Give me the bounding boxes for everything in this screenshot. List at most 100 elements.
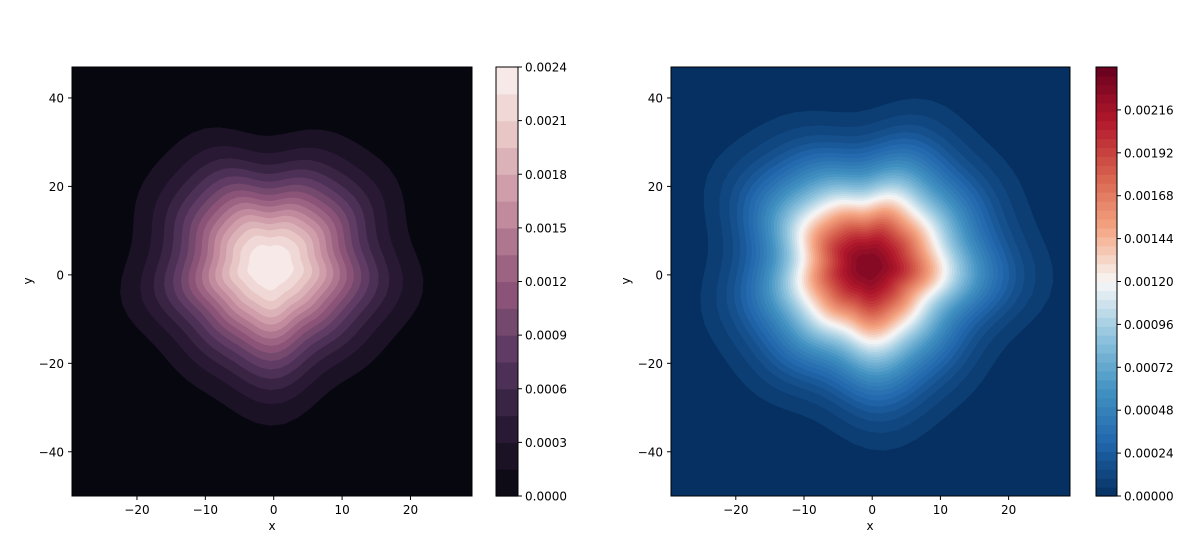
colorbar-tick-label: 0.00120 xyxy=(1124,275,1174,289)
colorbar-band xyxy=(1096,460,1117,470)
colorbar-ticks: 0.00000 0.00024 0.00048 0.00072 0.00096 0.001… xyxy=(1117,103,1174,504)
colorbar-band xyxy=(496,227,518,256)
x-tick-label: 0 xyxy=(868,503,876,517)
colorbar-band xyxy=(1096,361,1117,372)
colorbar-band xyxy=(1096,388,1117,399)
colorbar-band xyxy=(496,415,518,443)
colorbar-tick-label: 0.0000 xyxy=(525,490,567,504)
colorbar-band xyxy=(1096,93,1117,104)
colorbar-band xyxy=(1096,75,1117,86)
plot-frame xyxy=(71,66,473,497)
x-tick-label: 10 xyxy=(933,503,948,517)
colorbar-tick-label: 0.00144 xyxy=(1124,232,1174,246)
colorbar-band xyxy=(1096,120,1117,131)
x-axis-label: x xyxy=(866,519,873,533)
x-tick-label: −10 xyxy=(193,503,218,517)
colorbar-band xyxy=(1096,102,1117,113)
colorbar-band xyxy=(1096,201,1117,211)
colorbar-band xyxy=(1096,245,1117,256)
colorbar-band xyxy=(496,335,518,363)
y-tick-label: 40 xyxy=(648,91,663,105)
colorbar-band xyxy=(496,67,518,95)
colorbar-band xyxy=(1096,281,1117,292)
colorbar-band xyxy=(496,442,518,470)
colorbar-tick-label: 0.0015 xyxy=(525,221,567,235)
plot-area xyxy=(670,66,1071,497)
colorbar-band xyxy=(1096,192,1117,202)
colorbar-band xyxy=(496,93,518,122)
colorbar: 0.0000 0.0003 0.0006 0.0009 0.0012 0.0015 0.00… xyxy=(495,61,567,504)
density-contours xyxy=(700,98,1054,451)
chart-density-purple: −20 −10 0 10 20 −40 −20 0 20 40 x y 0.0000 0.0003… xyxy=(21,61,567,534)
y-tick-label: 0 xyxy=(655,268,663,282)
colorbar-band xyxy=(1096,415,1117,426)
colorbar-band xyxy=(1096,406,1117,417)
y-tick-label: −20 xyxy=(638,357,663,371)
density-contours xyxy=(120,127,424,426)
colorbar-band xyxy=(1096,129,1117,140)
colorbar-band xyxy=(496,361,518,390)
colorbar-band xyxy=(1096,433,1117,443)
colorbar-band xyxy=(1096,317,1117,327)
colorbar-tick-label: 0.00096 xyxy=(1124,318,1174,332)
colorbar-tick-label: 0.00216 xyxy=(1124,103,1174,117)
colorbar-band xyxy=(496,388,518,417)
colorbar-band xyxy=(1096,272,1117,283)
colorbar-band xyxy=(1096,84,1117,95)
colorbar-band xyxy=(1096,299,1117,309)
plot-area xyxy=(71,66,473,497)
contour-level-15 xyxy=(247,244,294,291)
x-tick-label: −20 xyxy=(124,503,149,517)
colorbar-band xyxy=(496,469,518,497)
colorbar-band xyxy=(1096,335,1117,345)
colorbar-band xyxy=(1096,353,1117,363)
plot-frame xyxy=(670,66,1071,497)
colorbar-band xyxy=(1096,370,1117,381)
colorbar-band xyxy=(1096,397,1117,408)
colorbar-band xyxy=(1096,174,1117,184)
x-axis-ticks: −20 −10 0 10 20 xyxy=(124,496,418,517)
y-tick-label: −20 xyxy=(39,357,64,371)
y-axis-ticks: −40 −20 0 20 40 xyxy=(39,91,72,459)
colorbar-band xyxy=(1096,308,1117,318)
colorbar-tick-label: 0.00192 xyxy=(1124,146,1174,160)
colorbar-band xyxy=(496,201,518,229)
colorbar-band xyxy=(496,254,518,283)
y-tick-label: 20 xyxy=(648,180,663,194)
colorbar-band xyxy=(496,281,518,309)
colorbar-band xyxy=(1096,210,1117,220)
colorbar-band xyxy=(1096,344,1117,354)
x-tick-label: 0 xyxy=(270,503,278,517)
colorbar-tick-label: 0.00024 xyxy=(1124,447,1174,461)
colorbar-band xyxy=(1096,165,1117,175)
colorbar-tick-label: 0.0024 xyxy=(525,61,567,75)
colorbar-band xyxy=(496,308,518,336)
x-tick-label: 10 xyxy=(334,503,349,517)
y-axis-label: y xyxy=(619,277,633,284)
colorbar-bands xyxy=(496,67,518,497)
colorbar-band xyxy=(1096,67,1117,77)
colorbar-band xyxy=(496,147,518,175)
colorbar-band xyxy=(496,120,518,149)
x-tick-label: −20 xyxy=(723,503,748,517)
colorbar-tick-label: 0.00168 xyxy=(1124,189,1174,203)
colorbar-tick-label: 0.0021 xyxy=(525,114,567,128)
colorbar-bands xyxy=(1096,67,1117,497)
colorbar-band xyxy=(496,174,518,202)
colorbar-band xyxy=(1096,424,1117,435)
colorbar-band xyxy=(1096,469,1117,479)
y-tick-label: −40 xyxy=(638,445,663,459)
y-tick-label: 0 xyxy=(56,268,64,282)
x-axis-ticks: −20 −10 0 10 20 xyxy=(723,496,1016,517)
colorbar-band xyxy=(1096,379,1117,390)
colorbar-band xyxy=(1096,326,1117,336)
colorbar-tick-label: 0.0009 xyxy=(525,329,567,343)
colorbar-band xyxy=(1096,487,1117,497)
colorbar-tick-label: 0.0012 xyxy=(525,275,567,289)
x-tick-label: 20 xyxy=(403,503,418,517)
colorbar-band xyxy=(1096,254,1117,265)
colorbar-tick-label: 0.0006 xyxy=(525,382,567,396)
colorbar-band xyxy=(1096,451,1117,461)
